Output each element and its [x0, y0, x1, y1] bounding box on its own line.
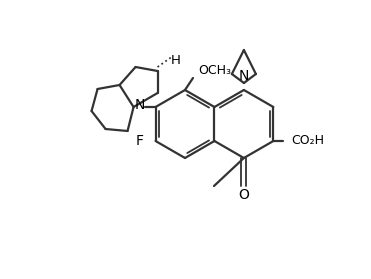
Text: H: H: [171, 54, 181, 68]
Text: N: N: [239, 69, 249, 83]
Text: F: F: [135, 134, 144, 148]
Text: OCH₃: OCH₃: [198, 64, 232, 76]
Text: CO₂H: CO₂H: [291, 134, 324, 148]
Text: O: O: [239, 188, 249, 202]
Text: N: N: [134, 98, 145, 112]
